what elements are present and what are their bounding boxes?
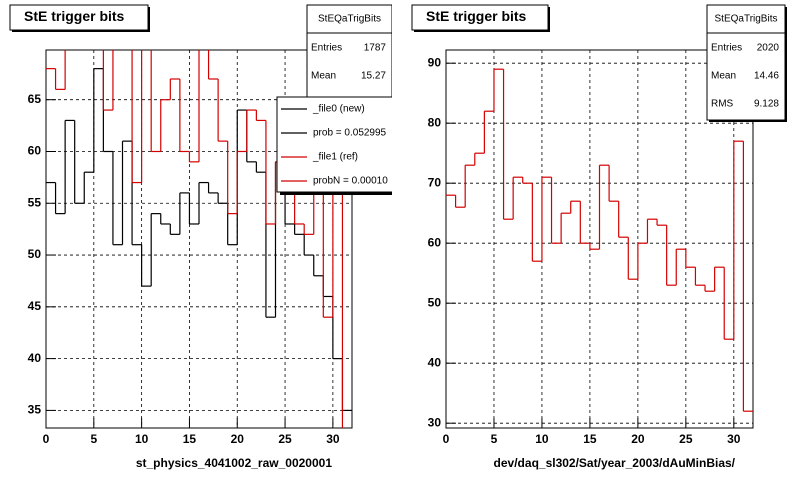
pad: 0 5 10 15 20 25 30 35 40 45 50 55 60 65 st_physics_404… <box>9 4 392 470</box>
y-tick-label: 60 <box>428 235 442 249</box>
stats-label: Mean <box>711 71 736 82</box>
x-tick-label: 0 <box>43 432 50 446</box>
y-tick-label: 60 <box>28 144 42 158</box>
y-tick-label: 30 <box>428 415 442 429</box>
y-tick-label: 80 <box>428 115 442 129</box>
x-tick-label: 25 <box>679 432 693 446</box>
chart-title: StE trigger bits <box>426 8 527 24</box>
stats-value: 15.27 <box>361 71 386 82</box>
stats-title: StEQaTrigBits <box>318 14 381 25</box>
x-tick-label: 30 <box>727 432 741 446</box>
title-box <box>411 4 549 31</box>
stats-label: RMS <box>711 99 734 110</box>
x-tick-label: 15 <box>583 432 597 446</box>
pad: 0 5 10 15 20 25 30 30 40 50 60 70 80 90 dev/daq_sl302/… <box>411 4 787 470</box>
y-tick-label: 35 <box>28 403 42 417</box>
x-tick-label: 0 <box>443 432 450 446</box>
stats-value: 14.46 <box>754 71 779 82</box>
stats-value: 9.128 <box>754 99 779 110</box>
y-tick-label: 40 <box>428 355 442 369</box>
y-tick-label: 90 <box>428 55 442 69</box>
x-axis-title: st_physics_4041002_raw_0020001 <box>136 456 332 470</box>
histograms <box>46 50 352 428</box>
x-tick-label: 15 <box>183 432 197 446</box>
y-tick-label: 50 <box>428 295 442 309</box>
x-tick-label: 30 <box>326 432 340 446</box>
y-tick-label: 55 <box>28 195 42 209</box>
x-tick-label: 5 <box>491 432 498 446</box>
legend-label: _file1 (ref) <box>312 152 358 163</box>
legend-label: prob = 0.052995 <box>313 128 387 139</box>
x-tick-label: 10 <box>135 432 149 446</box>
y-tick-label: 40 <box>28 351 42 365</box>
x-tick-label: 20 <box>631 432 645 446</box>
y-tick-label: 65 <box>28 92 42 106</box>
histograms <box>446 68 753 412</box>
chart-title: StE trigger bits <box>24 8 125 24</box>
stats-label: Entries <box>311 43 342 54</box>
legend-label: _file0 (new) <box>312 104 365 115</box>
y-tick-label: 50 <box>28 247 42 261</box>
stats-value: 1787 <box>364 43 387 54</box>
x-tick-label: 10 <box>535 432 549 446</box>
title-box <box>9 4 149 31</box>
stats-label: Entries <box>711 43 742 54</box>
x-tick-label: 5 <box>90 432 97 446</box>
x-tick-label: 20 <box>231 432 245 446</box>
stats-value: 2020 <box>757 43 780 54</box>
y-tick-label: 45 <box>28 299 42 313</box>
x-axis-title: dev/daq_sl302/Sat/year_2003/dAuMinBias/ <box>494 456 736 470</box>
legend-label: probN = 0.00010 <box>313 176 388 187</box>
y-tick-label: 70 <box>428 175 442 189</box>
stats-title: StEQaTrigBits <box>715 14 778 25</box>
legend-box <box>276 96 392 193</box>
stats-box <box>706 4 786 121</box>
stats-label: Mean <box>311 71 336 82</box>
x-tick-label: 25 <box>278 432 292 446</box>
